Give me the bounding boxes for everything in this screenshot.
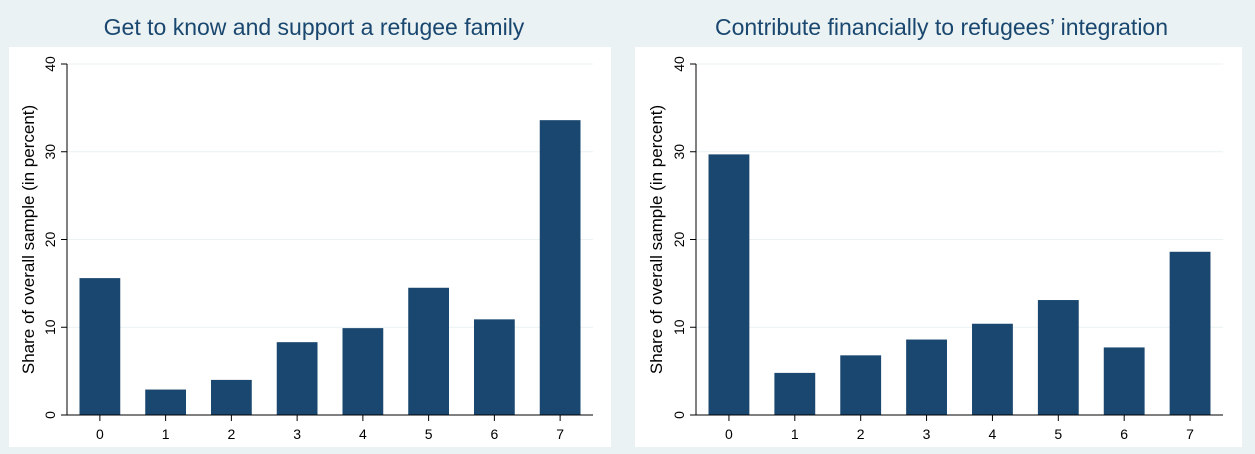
chart-panel-right: Contribute financially to refugees’ inte… <box>628 0 1255 454</box>
bar <box>972 323 1013 415</box>
bar <box>79 278 121 415</box>
x-tick-label: 4 <box>989 426 997 442</box>
chart-title: Contribute financially to refugees’ inte… <box>714 14 1169 40</box>
x-tick-label: 6 <box>490 426 498 442</box>
y-tick-label: 0 <box>42 411 58 419</box>
y-tick-label: 40 <box>42 56 58 72</box>
x-tick-label: 7 <box>556 426 564 442</box>
y-axis-label: Share of overall sample (in percent) <box>647 105 666 374</box>
y-tick-label: 10 <box>671 319 687 335</box>
x-tick-label: 0 <box>96 426 104 442</box>
x-tick-label: 6 <box>1120 426 1128 442</box>
bar <box>473 319 515 415</box>
y-tick-label: 20 <box>42 232 58 248</box>
bar <box>708 154 750 415</box>
x-tick-label: 4 <box>359 426 367 442</box>
y-tick-label: 30 <box>671 144 687 160</box>
chart-plot: 0 10 20 30 40 0 1 2 3 4 5 6 7 Share of overall sample… <box>9 47 611 447</box>
bar <box>408 287 450 415</box>
bar <box>145 389 187 415</box>
chart-title: Get to know and support a refugee family <box>103 14 525 40</box>
bar <box>906 339 947 415</box>
chart-plot: 0 10 20 30 40 0 1 2 3 4 5 6 7 Share of overall sample… <box>635 47 1242 447</box>
x-tick-label: 5 <box>425 426 433 442</box>
x-tick-label: 2 <box>857 426 865 442</box>
bar <box>276 342 318 415</box>
x-tick-label: 7 <box>1186 426 1194 442</box>
y-tick-label: 30 <box>42 144 58 160</box>
y-tick-label: 40 <box>671 56 687 72</box>
bar <box>342 328 384 415</box>
chart-panel-left: Get to know and support a refugee family… <box>9 14 611 447</box>
bar <box>1103 347 1145 415</box>
bar <box>840 355 882 415</box>
y-tick-label: 0 <box>671 411 687 419</box>
x-tick-label: 1 <box>162 426 170 442</box>
y-axis-label: Share of overall sample (in percent) <box>19 105 38 374</box>
bar <box>774 372 816 415</box>
x-tick-label: 2 <box>227 426 235 442</box>
x-tick-label: 1 <box>791 426 799 442</box>
bar <box>1037 300 1079 415</box>
y-tick-label: 10 <box>42 319 58 335</box>
x-tick-label: 5 <box>1054 426 1062 442</box>
x-tick-label: 3 <box>293 426 301 442</box>
x-tick-label: 0 <box>725 426 733 442</box>
x-tick-label: 3 <box>923 426 931 442</box>
y-tick-label: 20 <box>671 232 687 248</box>
bar <box>1169 251 1211 415</box>
bar <box>210 379 252 415</box>
bar <box>539 120 581 415</box>
